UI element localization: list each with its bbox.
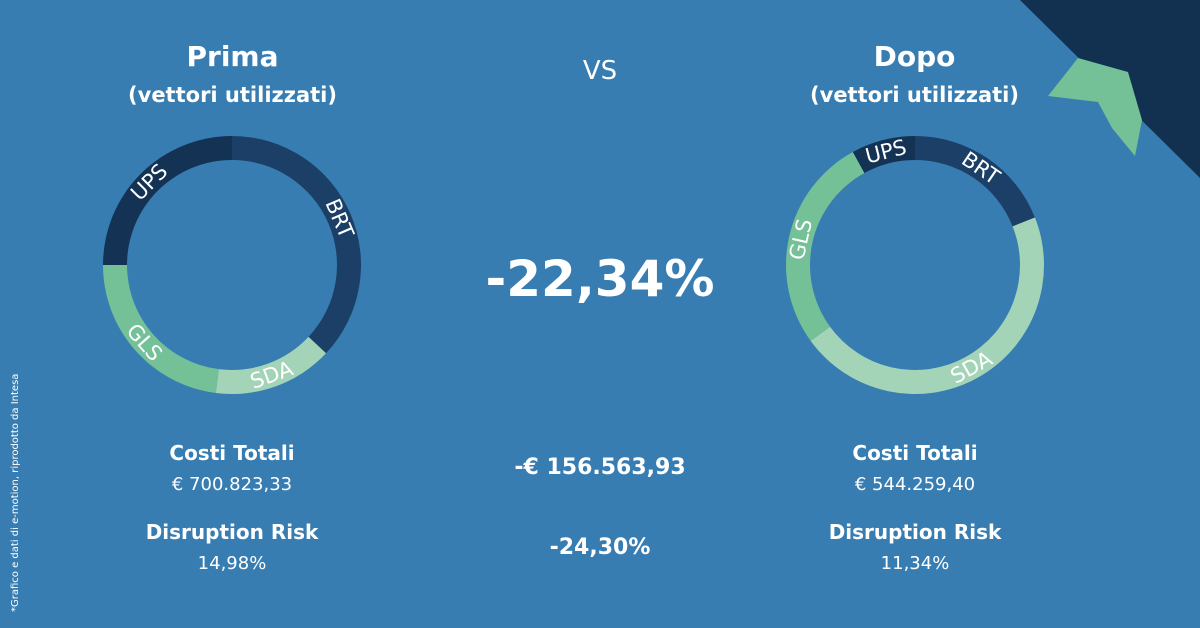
risk-difference: -24,30% (549, 535, 651, 560)
donut-segment-brt (915, 136, 1035, 227)
donut-segment-sda (215, 336, 327, 394)
right-title: Dopo (873, 40, 956, 73)
donut-segment-ups (852, 136, 915, 173)
left-title: Prima (186, 40, 279, 73)
donut-segment-sda (810, 217, 1044, 394)
percent-change: -22,34% (485, 250, 715, 308)
donut-segment-ups (103, 136, 232, 265)
donut-segment-gls (103, 265, 219, 393)
left-costs-label: Costi Totali (169, 441, 295, 465)
donut-segment-gls (785, 151, 865, 341)
left-subtitle: (vettori utilizzati) (128, 83, 337, 107)
vs-label: VS (582, 56, 618, 86)
right-risk-value: 11,34% (880, 553, 950, 574)
donut-segment-brt (232, 136, 362, 354)
cost-difference: -€ 156.563,93 (514, 455, 686, 480)
right-costs-label: Costi Totali (852, 441, 978, 465)
left-risk-value: 14,98% (197, 553, 267, 574)
right-costs-value: € 544.259,40 (854, 474, 976, 495)
left-costs-value: € 700.823,33 (171, 474, 293, 495)
green-arrow-icon (1048, 58, 1142, 156)
donut-label-ups: UPS (863, 135, 909, 169)
right-subtitle: (vettori utilizzati) (810, 83, 1019, 107)
footnote: *Grafico e dati di e-motion, riprodotto … (10, 373, 21, 612)
left-risk-label: Disruption Risk (145, 520, 319, 544)
right-risk-label: Disruption Risk (828, 520, 1002, 544)
